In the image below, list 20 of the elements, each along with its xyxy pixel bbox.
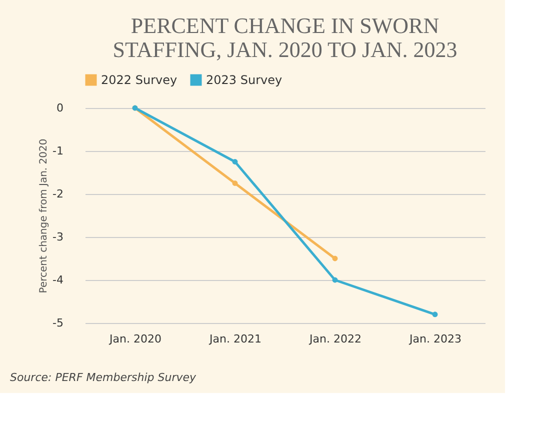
point	[232, 159, 238, 164]
point	[332, 277, 338, 283]
y-tick-label: -1	[52, 144, 64, 158]
x-tick-label: Jan. 2023	[408, 332, 462, 346]
legend-label: 2022 Survey	[101, 73, 178, 87]
point	[332, 256, 338, 262]
y-tick-label: -4	[52, 274, 64, 286]
x-tick-label: Jan. 2021	[208, 332, 262, 346]
point	[232, 180, 238, 186]
y-tick-label: -5	[52, 316, 64, 330]
point	[432, 312, 438, 318]
x-tick-label: Jan. 2022	[308, 332, 362, 346]
y-tick-label: -2	[52, 188, 64, 200]
x-tick-label: Jan. 2020	[108, 332, 162, 346]
y-tick-label: -3	[52, 230, 64, 244]
legend-label: 2023 Survey	[206, 73, 282, 87]
y-tick-label: 0	[56, 102, 64, 114]
chart-title: PERCENT CHANGE IN SWORN STAFFING, JAN. 2020 TO JAN. 2023	[112, 13, 458, 62]
y-axis-title: Percent change from Jan. 2020	[38, 138, 50, 294]
source-note: Source: PERF Membership Survey	[10, 371, 197, 384]
